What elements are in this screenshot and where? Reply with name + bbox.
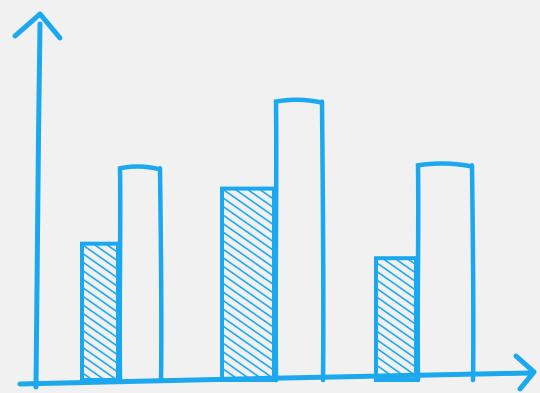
bars-layer <box>80 97 476 383</box>
bar-hatched-2 <box>220 186 276 382</box>
y-axis-arrowhead <box>12 11 63 41</box>
y-axis <box>12 11 63 390</box>
bar-outline-3 <box>415 161 476 383</box>
x-axis <box>17 353 537 392</box>
x-axis-line <box>17 370 533 387</box>
bar-outline-1 <box>117 164 164 383</box>
bar-hatched-3 <box>374 256 418 383</box>
y-axis-line <box>33 21 43 390</box>
bar-hatched-1 <box>80 241 120 382</box>
x-axis-arrowhead <box>513 353 537 392</box>
bar-outline-2 <box>273 97 326 383</box>
